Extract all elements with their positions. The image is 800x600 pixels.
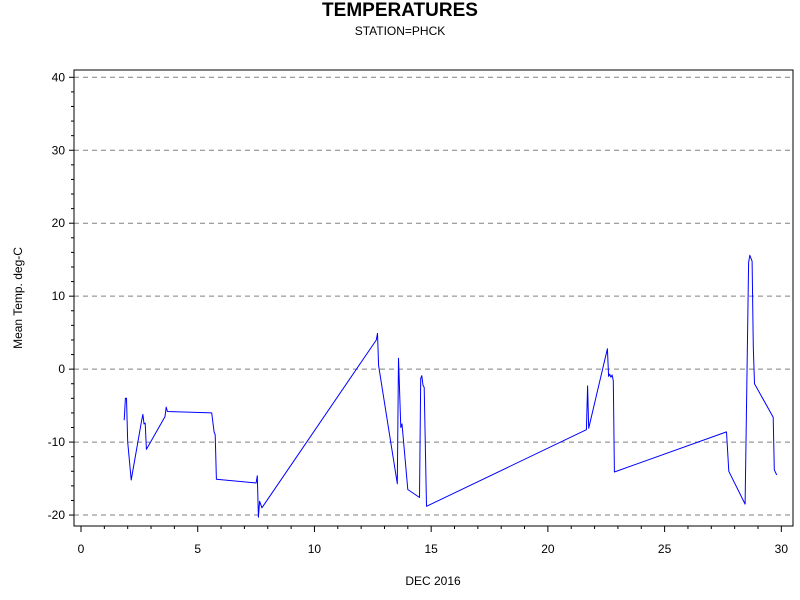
y-tick-label: 30 <box>52 143 66 157</box>
series-layer <box>123 254 778 518</box>
chart-title: TEMPERATURES <box>322 0 478 21</box>
x-tick-label: 10 <box>308 542 322 556</box>
y-tick-label: -10 <box>48 435 66 449</box>
y-tick-label: 20 <box>52 216 66 230</box>
series-line-0 <box>123 254 778 518</box>
x-axis: 0 5 10 15 20 25 30 <box>78 526 789 556</box>
y-axis-label: Mean Temp. deg-C <box>11 247 25 349</box>
x-tick-label: 5 <box>194 542 201 556</box>
grid-lines <box>74 76 793 516</box>
y-tick-label: 0 <box>58 362 65 376</box>
y-axis: -20 -10 0 10 20 30 40 <box>48 70 74 522</box>
x-axis-label: DEC 2016 <box>405 574 461 588</box>
y-tick-label: 40 <box>52 70 66 84</box>
plot-frame <box>73 69 794 527</box>
x-tick-label: 30 <box>775 542 789 556</box>
chart-subtitle: STATION=PHCK <box>354 24 446 38</box>
y-tick-label: -20 <box>48 508 66 522</box>
x-tick-label: 0 <box>78 542 85 556</box>
y-tick-label: 10 <box>52 289 66 303</box>
x-tick-label: 25 <box>658 542 672 556</box>
x-tick-label: 15 <box>424 542 438 556</box>
x-tick-label: 20 <box>541 542 555 556</box>
